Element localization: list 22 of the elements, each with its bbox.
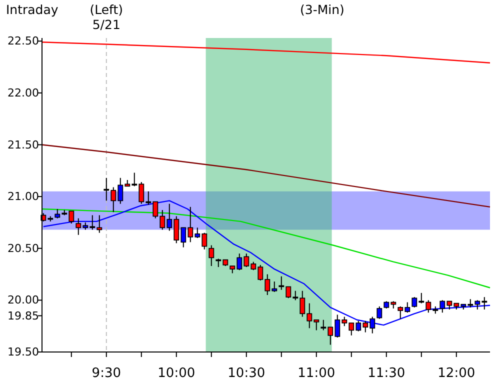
candlestick [208, 244, 214, 266]
y-tick-label: 19.85 [8, 309, 39, 322]
y-tick-label: 20.00 [8, 294, 39, 307]
x-tick-label: 11:30 [368, 366, 406, 381]
x-tick-label: 10:30 [228, 366, 266, 381]
line-series [41, 208, 491, 288]
y-tick-label: 22.00 [8, 86, 39, 100]
x-tick-label: 9:30 [92, 366, 121, 381]
y-tick-label: 21.00 [8, 190, 39, 204]
chart-title: Intraday [6, 2, 59, 17]
chart-subtitle: (3-Min) [300, 2, 344, 17]
y-tick-label: 22.50 [8, 34, 39, 48]
y-tick-label: 21.50 [8, 138, 39, 152]
candlestick [376, 306, 382, 320]
x-tick-label: 11:00 [298, 366, 336, 381]
x-tick-label: 10:00 [158, 366, 196, 381]
line-series [41, 42, 491, 64]
y-tick-label: 19.50 [8, 346, 39, 359]
y-tick-label: 20.50 [8, 242, 39, 255]
x-tick-label: 12:00 [438, 366, 476, 381]
line-series [41, 144, 491, 208]
ref-line-label: (Left) 5/21 [90, 2, 124, 32]
